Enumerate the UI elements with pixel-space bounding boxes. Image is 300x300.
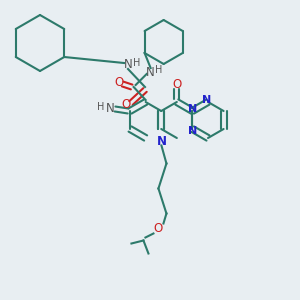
Text: N: N: [188, 126, 197, 136]
Text: H: H: [98, 102, 105, 112]
Text: O: O: [172, 77, 182, 91]
Text: O: O: [122, 98, 130, 110]
Text: N: N: [106, 103, 114, 116]
Text: O: O: [154, 222, 163, 235]
Text: O: O: [114, 76, 123, 88]
Text: N: N: [202, 95, 211, 105]
Text: N: N: [124, 58, 132, 71]
Text: N: N: [146, 65, 155, 79]
Text: H: H: [133, 58, 141, 68]
Text: H: H: [155, 65, 162, 75]
Text: N: N: [156, 135, 167, 148]
Text: N: N: [188, 104, 197, 114]
